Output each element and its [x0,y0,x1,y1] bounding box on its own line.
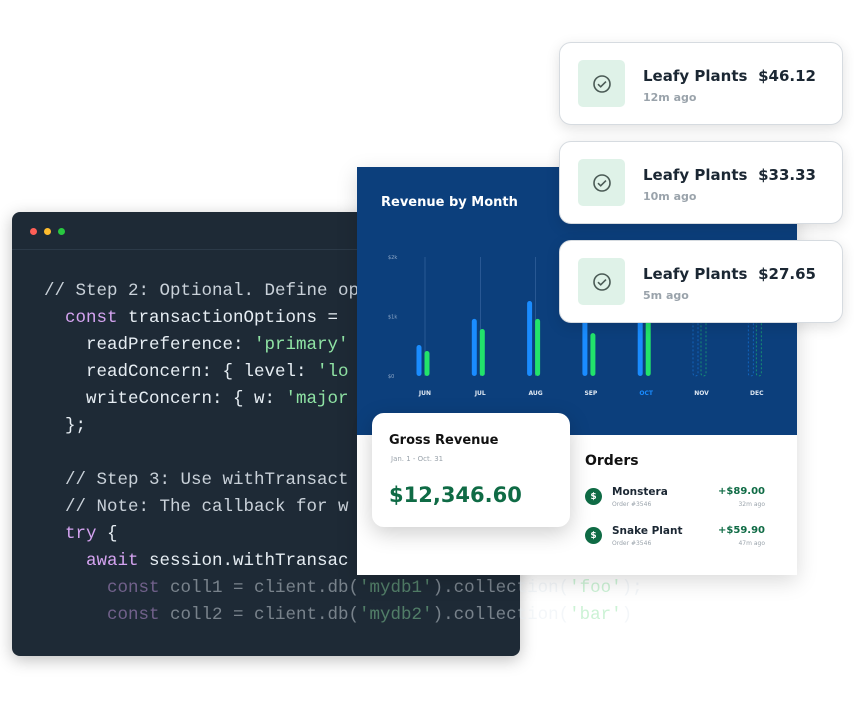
dollar-icon: $ [585,527,602,544]
x-tick-label: JUN [418,390,431,397]
revenue-chart: $0 $1k $2k JUN JUL AUG SEP OCT NOV DEC [388,255,764,397]
x-tick-label: OCT [639,390,654,397]
minimize-dot-icon[interactable] [44,228,51,235]
code-token: { [107,524,118,544]
code-token: transactionOptions = [128,308,349,328]
x-tick-label: SEP [584,390,597,397]
x-tick-label: NOV [694,390,709,397]
bar [590,333,596,376]
code-line: writeConcern: { w: 'major [44,386,643,413]
code-token: const [107,578,171,598]
check-circle-icon [578,258,625,305]
code-token: readConcern: { level: [86,362,318,382]
notification-time: 10m ago [643,190,697,203]
code-line: const coll1 = client.db('mydb1').collect… [44,575,643,602]
gross-revenue-title: Gross Revenue [389,433,499,448]
code-token: ).collection( [432,578,570,598]
code-token: // Note: The callback for w [65,497,349,517]
bar [471,318,477,376]
notification-name: Leafy Plants [643,67,748,85]
code-token: coll1 = client.db( [170,578,360,598]
code-line: await session.withTransac [44,548,643,575]
code-token: ); [621,578,643,598]
x-tick-label: JUL [474,390,486,397]
orders-title: Orders [585,453,639,469]
bar [527,301,533,376]
code-token: // Step 2: Optional. Define op [44,281,360,301]
bar [479,328,485,376]
x-tick-label: AUG [528,390,542,397]
code-token: session.withTransac [149,551,349,571]
code-token: 'mydb2' [359,605,433,625]
maximize-dot-icon[interactable] [58,228,65,235]
order-time: 47m ago [738,540,765,547]
code-content: // Step 2: Optional. Define op const tran… [44,278,643,629]
order-amount: +$89.00 [718,486,765,497]
order-time: 32m ago [738,501,765,508]
code-token: writeConcern: { w: [86,389,286,409]
code-line: const coll2 = client.db('mydb2').collect… [44,602,643,629]
code-line: readPreference: 'primary' [44,332,643,359]
window-titlebar [12,212,520,250]
code-token: 'foo' [569,578,622,598]
notification-card[interactable]: Leafy Plants 5m ago $27.65 [559,240,843,323]
code-token: 'mydb1' [359,578,433,598]
order-name: Snake Plant [612,525,683,537]
code-token: await [86,551,150,571]
order-amount: +$59.90 [718,525,765,536]
notification-card[interactable]: Leafy Plants 10m ago $33.33 [559,141,843,224]
bar [637,310,643,376]
code-line: // Step 2: Optional. Define op [44,278,643,305]
code-token: // Step 3: Use withTransact [65,470,349,490]
gross-revenue-range: Jan. 1 - Oct. 31 [391,455,444,463]
bar [535,318,541,376]
notification-card[interactable]: Leafy Plants 12m ago $46.12 [559,42,843,125]
code-token: 'bar' [569,605,622,625]
check-circle-icon [578,60,625,107]
code-token: const [107,605,171,625]
dollar-icon: $ [585,488,602,505]
code-line: try { [44,521,643,548]
code-line: }; [44,413,643,440]
code-token: try [65,524,108,544]
code-line: // Note: The callback for w [44,494,643,521]
code-line: readConcern: { level: 'lo [44,359,643,386]
code-token: }; [65,416,87,436]
notification-time: 12m ago [643,91,697,104]
gross-revenue-card: Gross Revenue Jan. 1 - Oct. 31 $12,346.6… [372,413,570,527]
order-id: Order #3546 [612,540,652,547]
y-tick-label: $0 [388,374,394,380]
code-token: ).collection( [432,605,570,625]
notification-amount: $46.12 [758,67,816,85]
order-name: Monstera [612,486,668,498]
close-dot-icon[interactable] [30,228,37,235]
bar [645,316,651,376]
code-token: coll2 = client.db( [170,605,360,625]
code-token: readPreference: [86,335,255,355]
bar [424,351,430,376]
check-circle-icon [578,159,625,206]
order-row[interactable]: $ Monstera Order #3546 +$89.00 32m ago [585,486,765,516]
notification-amount: $33.33 [758,166,816,184]
order-id: Order #3546 [612,501,652,508]
order-row[interactable]: $ Snake Plant Order #3546 +$59.90 47m ag… [585,525,765,555]
x-tick-label: DEC [750,390,764,397]
notification-name: Leafy Plants [643,265,748,283]
bar [582,316,588,376]
notification-name: Leafy Plants [643,166,748,184]
gross-revenue-amount: $12,346.60 [389,483,522,507]
y-tick-label: $2k [388,255,397,261]
notification-time: 5m ago [643,289,689,302]
code-token: 'major [285,389,349,409]
y-tick-label: $1k [388,315,397,321]
chart-title: Revenue by Month [381,195,518,210]
code-token: const [65,308,129,328]
code-token: 'primary' [254,335,349,355]
notification-amount: $27.65 [758,265,816,283]
code-token: ) [621,605,633,625]
code-token: 'lo [317,362,349,382]
code-line: const transactionOptions = [44,305,643,332]
code-line: // Step 3: Use withTransact [44,467,643,494]
bar [416,345,422,376]
